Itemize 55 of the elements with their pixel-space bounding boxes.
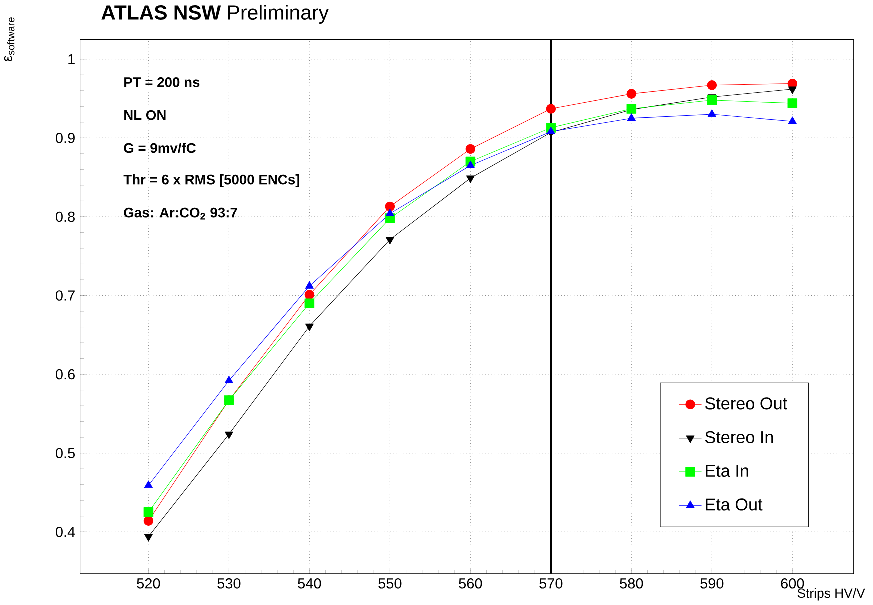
y-tick-label: 0.6 [56, 369, 75, 380]
x-tick-label: 530 [218, 578, 241, 589]
x-tick-label: 550 [378, 578, 402, 589]
legend-label: Eta Out [706, 498, 763, 511]
y-tick-label: 0.4 [56, 526, 76, 538]
point [708, 109, 716, 117]
point [466, 160, 475, 168]
legend-label: Stereo Out [705, 397, 788, 410]
point [305, 324, 314, 332]
point [304, 290, 315, 300]
legend-label: Stereo In [705, 431, 774, 444]
x-axis-title: Strips HV/V [798, 588, 866, 601]
point [546, 104, 556, 114]
x-tick-label: 570 [540, 578, 563, 589]
point [788, 86, 797, 94]
point [144, 507, 154, 518]
y-tick-label: 0.9 [56, 132, 75, 144]
legend-label: Eta In [706, 464, 748, 477]
annotation: G = 9mv/fC [124, 142, 196, 154]
y-tick-label: 0.5 [56, 448, 75, 458]
chart-title: ATLAS NSW Preliminary [102, 4, 329, 24]
point [466, 144, 476, 154]
x-tick-label: 590 [700, 578, 724, 589]
x-tick-label: 600 [781, 578, 804, 589]
point [304, 298, 315, 308]
point [788, 98, 798, 108]
annotation: PT = 200 ns [124, 77, 200, 88]
x-tick-label: 560 [459, 578, 482, 589]
point [546, 126, 556, 134]
point [626, 88, 637, 99]
x-tick-label: 540 [298, 578, 322, 589]
y-tick-label: 0.8 [56, 212, 75, 222]
point [385, 202, 396, 212]
annotation: NL ON [124, 110, 166, 120]
point [386, 208, 394, 216]
point [788, 116, 797, 124]
point [707, 95, 718, 106]
point [224, 376, 234, 384]
point [466, 176, 475, 184]
point [224, 432, 234, 440]
annotation: Gas: Ar:CO$_{2}$ 93:7 [124, 208, 238, 220]
x-tick-label: 580 [620, 578, 644, 589]
point [707, 80, 718, 90]
point [386, 237, 394, 245]
point [626, 104, 637, 114]
y-tick-label: 1 [68, 54, 75, 64]
point [144, 534, 153, 542]
point [305, 281, 314, 289]
annotation: Thr = 6 x RMS [5000 ENCs] [124, 174, 300, 188]
point [144, 480, 153, 488]
y-axis-title: ε$_{software}$ [4, 17, 15, 62]
y-tick-label: 0.7 [56, 290, 75, 301]
point [144, 516, 154, 526]
point [627, 113, 636, 121]
x-tick-label: 520 [137, 578, 160, 589]
